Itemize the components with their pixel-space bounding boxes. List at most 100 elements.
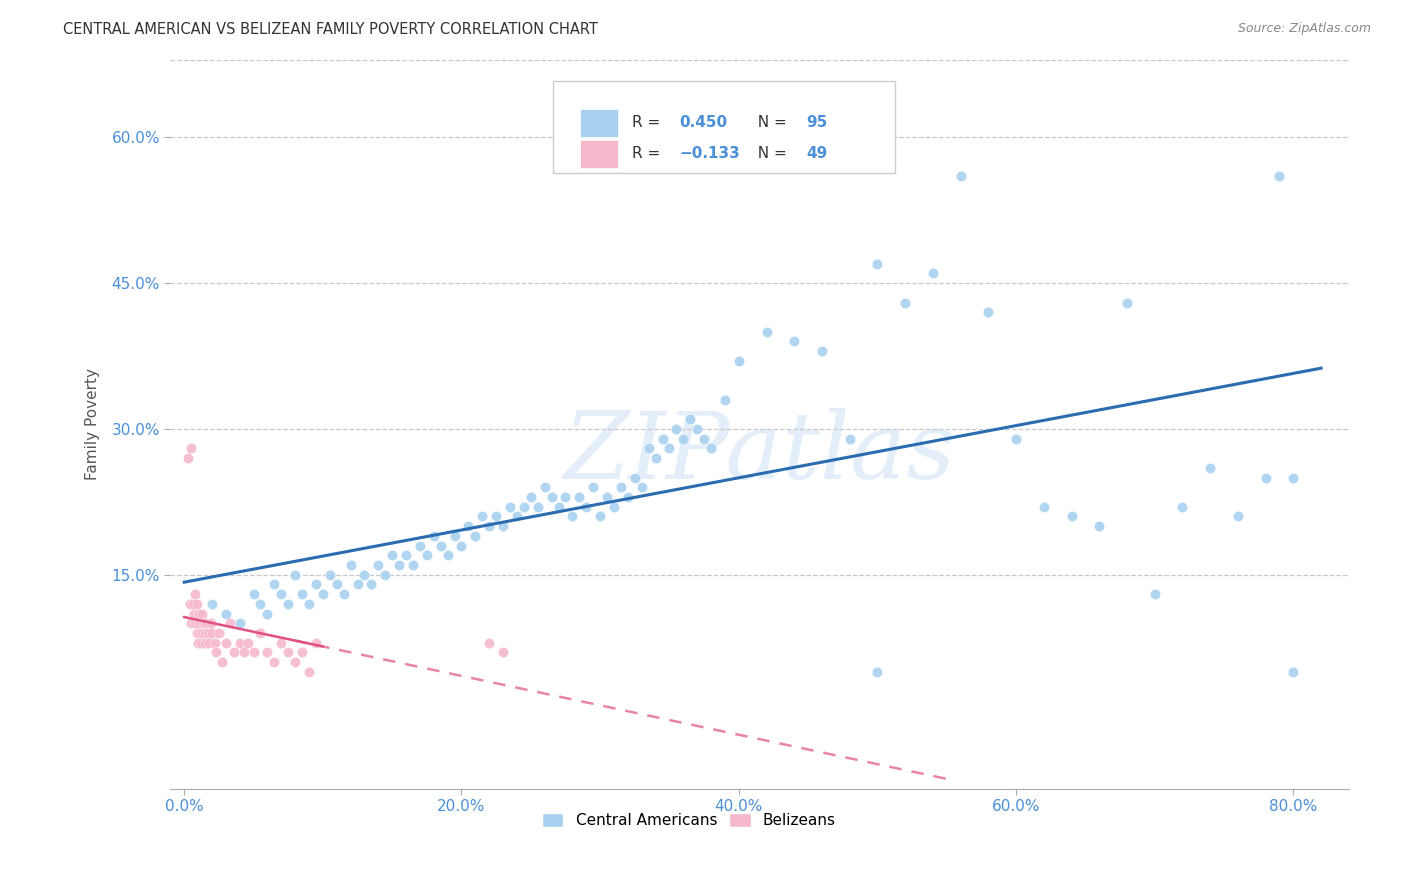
Point — [492, 645, 515, 659]
Point — [568, 490, 591, 504]
Point — [188, 607, 211, 621]
Point — [1268, 169, 1291, 184]
Point — [623, 470, 645, 484]
Point — [755, 325, 778, 339]
FancyBboxPatch shape — [581, 109, 619, 136]
Point — [191, 607, 214, 621]
Text: 95: 95 — [807, 115, 828, 130]
Point — [1199, 460, 1222, 475]
Text: 0.450: 0.450 — [679, 115, 727, 130]
Point — [187, 616, 209, 631]
Point — [485, 509, 508, 524]
Point — [298, 597, 321, 611]
Point — [506, 509, 529, 524]
Point — [194, 636, 217, 650]
Point — [949, 169, 972, 184]
Point — [450, 539, 472, 553]
Point — [617, 490, 640, 504]
Point — [478, 519, 501, 533]
Point — [201, 626, 224, 640]
Text: Source: ZipAtlas.com: Source: ZipAtlas.com — [1237, 22, 1371, 36]
Point — [1116, 295, 1139, 310]
Legend: Central Americans, Belizeans: Central Americans, Belizeans — [534, 805, 844, 836]
Point — [232, 645, 254, 659]
Point — [270, 587, 292, 601]
Point — [190, 636, 212, 650]
Point — [339, 558, 361, 572]
Point — [249, 626, 271, 640]
Point — [312, 587, 335, 601]
Point — [325, 577, 347, 591]
Point — [198, 636, 221, 650]
Point — [866, 665, 889, 679]
Point — [228, 636, 250, 650]
Point — [894, 295, 917, 310]
Text: R =: R = — [633, 115, 665, 130]
Point — [263, 655, 285, 669]
Point — [596, 490, 619, 504]
Point — [193, 616, 215, 631]
Point — [665, 422, 688, 436]
Point — [582, 480, 605, 494]
Point — [242, 645, 264, 659]
Point — [249, 597, 271, 611]
Point — [184, 616, 207, 631]
Point — [346, 577, 368, 591]
Point — [284, 655, 307, 669]
Point — [291, 587, 314, 601]
Point — [374, 567, 396, 582]
Point — [179, 597, 201, 611]
Point — [204, 636, 226, 650]
Point — [686, 422, 709, 436]
Point — [547, 500, 569, 514]
Point — [727, 354, 749, 368]
Point — [589, 509, 612, 524]
Point — [195, 616, 218, 631]
Point — [575, 500, 598, 514]
Point — [197, 626, 219, 640]
Point — [332, 587, 354, 601]
Point — [423, 529, 446, 543]
Point — [353, 567, 375, 582]
Point — [194, 626, 217, 640]
Point — [305, 577, 328, 591]
Point — [513, 500, 536, 514]
Point — [402, 558, 425, 572]
Point — [630, 480, 652, 494]
Point — [526, 500, 548, 514]
Point — [181, 597, 204, 611]
Point — [319, 567, 342, 582]
Point — [242, 587, 264, 601]
Point — [492, 519, 515, 533]
Point — [256, 645, 278, 659]
Point — [1143, 587, 1166, 601]
Point — [180, 616, 202, 631]
Point — [478, 636, 501, 650]
Point — [201, 597, 224, 611]
Point — [381, 548, 404, 562]
Point — [256, 607, 278, 621]
Point — [561, 509, 583, 524]
Point — [367, 558, 389, 572]
Point — [464, 529, 486, 543]
Point — [1088, 519, 1111, 533]
Point — [187, 636, 209, 650]
Point — [305, 636, 328, 650]
Text: −0.133: −0.133 — [679, 146, 740, 161]
Point — [436, 548, 458, 562]
Text: 49: 49 — [807, 146, 828, 161]
Point — [215, 636, 238, 650]
FancyBboxPatch shape — [581, 140, 619, 168]
Point — [866, 257, 889, 271]
Y-axis label: Family Poverty: Family Poverty — [86, 368, 100, 480]
Point — [1171, 500, 1194, 514]
Text: R =: R = — [633, 146, 665, 161]
Point — [177, 451, 200, 466]
Point — [714, 392, 737, 407]
Point — [186, 597, 208, 611]
Point — [291, 645, 314, 659]
Point — [191, 626, 214, 640]
Point — [395, 548, 418, 562]
Point — [783, 334, 806, 349]
Point — [693, 432, 716, 446]
